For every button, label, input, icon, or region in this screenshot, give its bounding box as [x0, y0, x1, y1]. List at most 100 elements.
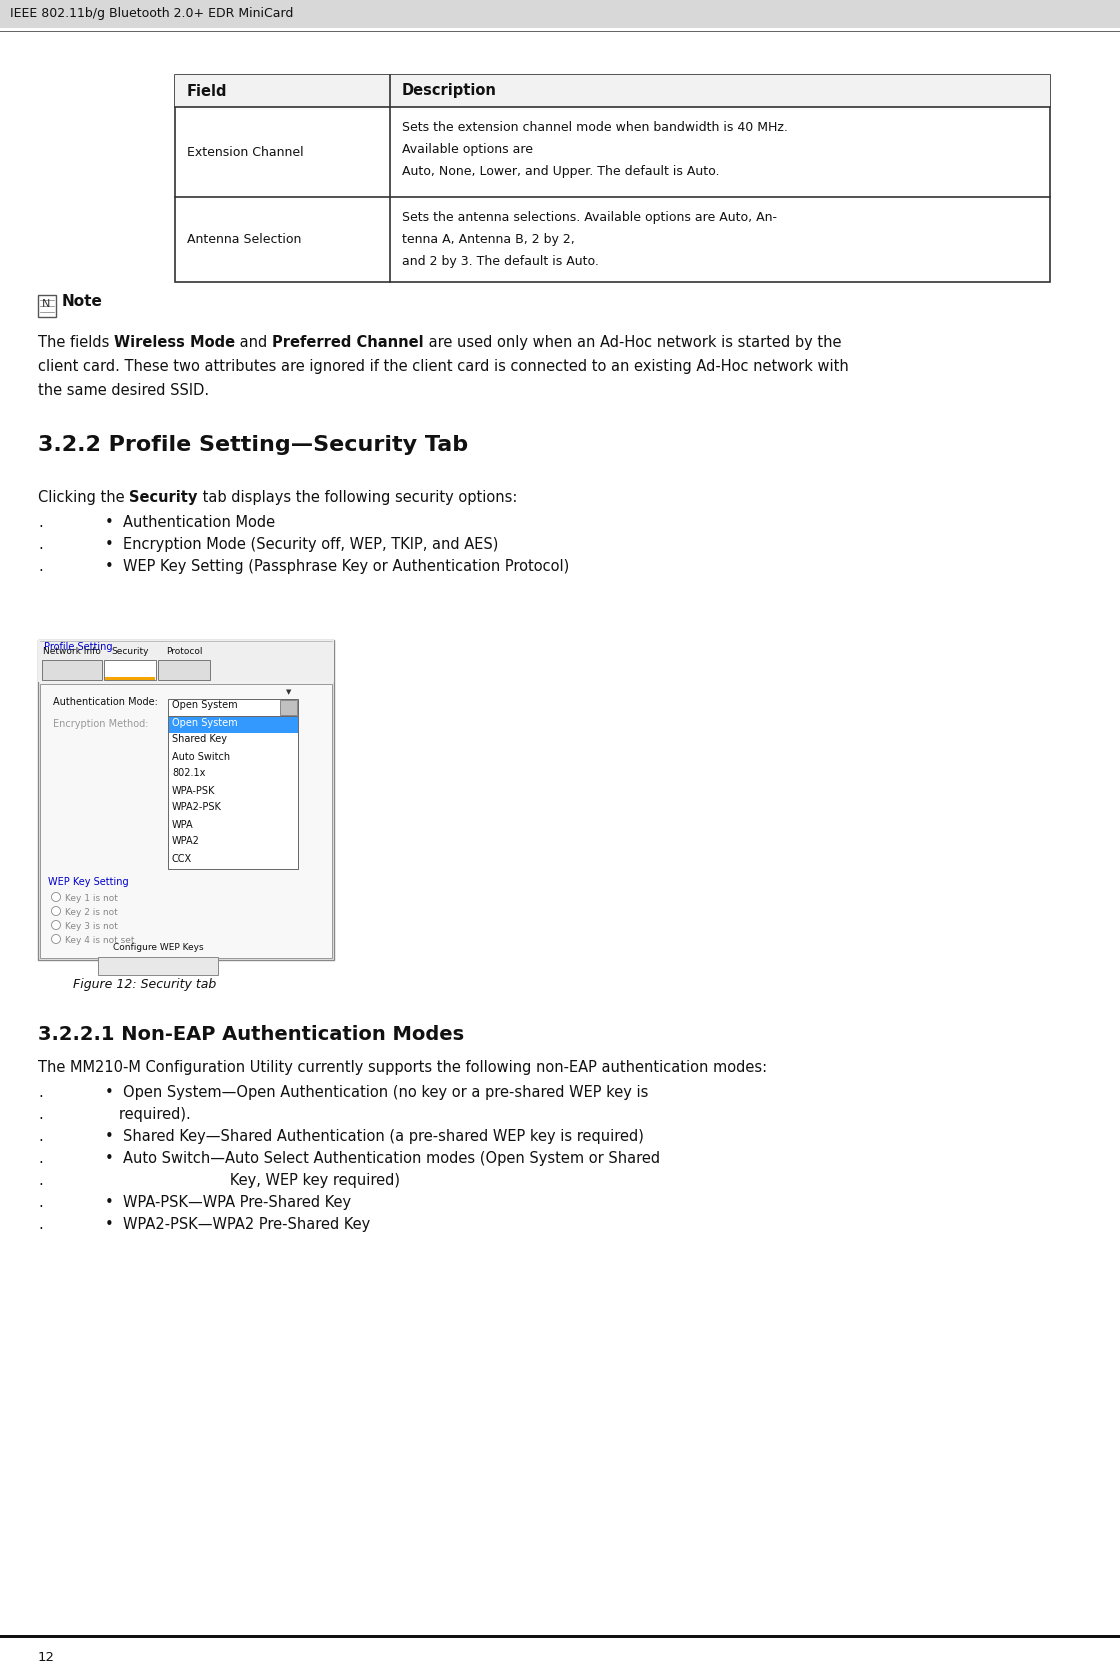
- Text: Open System: Open System: [172, 700, 237, 710]
- Text: Security: Security: [111, 647, 149, 655]
- Bar: [38, 640, 334, 961]
- Text: tenna A, Antenna B, 2 by 2,: tenna A, Antenna B, 2 by 2,: [402, 233, 575, 246]
- Circle shape: [52, 921, 60, 929]
- Text: •  Open System—Open Authentication (no key or a pre-shared WEP key is: • Open System—Open Authentication (no ke…: [105, 1085, 648, 1100]
- Text: The MM210-M Configuration Utility currently supports the following non-EAP authe: The MM210-M Configuration Utility curren…: [38, 1060, 767, 1075]
- Text: Configure WEP Keys: Configure WEP Keys: [113, 944, 204, 952]
- Text: .: .: [38, 1217, 43, 1232]
- Circle shape: [52, 934, 60, 944]
- Text: Clicking the: Clicking the: [38, 490, 129, 505]
- Bar: [175, 75, 1051, 283]
- Text: Key, WEP key required): Key, WEP key required): [105, 1173, 400, 1188]
- Bar: [168, 716, 298, 869]
- Text: Sets the antenna selections. Available options are Auto, An-: Sets the antenna selections. Available o…: [402, 211, 777, 224]
- Text: WPA2-PSK: WPA2-PSK: [172, 803, 222, 813]
- Text: Open System: Open System: [172, 718, 237, 728]
- Text: 12: 12: [38, 1650, 55, 1662]
- Text: ▼: ▼: [287, 690, 291, 695]
- Text: Key 2 is not: Key 2 is not: [65, 907, 118, 917]
- Text: CCX: CCX: [172, 854, 193, 864]
- Text: .: .: [38, 515, 43, 530]
- Bar: [105, 676, 155, 680]
- Text: Antenna Selection: Antenna Selection: [187, 233, 301, 246]
- Text: Key 3 is not: Key 3 is not: [65, 922, 118, 931]
- Text: Extension Channel: Extension Channel: [187, 146, 304, 158]
- Text: required).: required).: [105, 1107, 190, 1122]
- Text: Profile Setting: Profile Setting: [44, 642, 112, 652]
- Text: .: .: [38, 1107, 43, 1122]
- Bar: [0, 23, 1120, 28]
- Text: WPA-PSK: WPA-PSK: [172, 786, 215, 796]
- Text: Shared Key: Shared Key: [172, 735, 227, 745]
- Bar: [104, 660, 156, 680]
- Text: •  Auto Switch—Auto Select Authentication modes (Open System or Shared: • Auto Switch—Auto Select Authentication…: [105, 1152, 660, 1167]
- Text: .: .: [38, 1085, 43, 1100]
- Text: the same desired SSID.: the same desired SSID.: [38, 382, 209, 397]
- Text: •  Encryption Mode (Security off, WEP, TKIP, and AES): • Encryption Mode (Security off, WEP, TK…: [105, 537, 498, 552]
- Bar: [0, 0, 1120, 28]
- Bar: [168, 818, 298, 834]
- Bar: [168, 716, 298, 733]
- Bar: [0, 1635, 1120, 1639]
- Text: WPA2: WPA2: [172, 836, 199, 846]
- Bar: [40, 685, 332, 957]
- Bar: [168, 853, 298, 869]
- Text: •  WEP Key Setting (Passphrase Key or Authentication Protocol): • WEP Key Setting (Passphrase Key or Aut…: [105, 558, 569, 573]
- Text: .: .: [38, 1128, 43, 1143]
- Bar: [280, 700, 297, 715]
- Text: Network Info: Network Info: [43, 647, 101, 655]
- Text: •  WPA-PSK—WPA Pre-Shared Key: • WPA-PSK—WPA Pre-Shared Key: [105, 1195, 352, 1210]
- Text: .: .: [38, 1152, 43, 1167]
- Bar: [158, 660, 211, 680]
- Text: WEP Key Setting: WEP Key Setting: [48, 878, 129, 888]
- Bar: [38, 660, 334, 681]
- Bar: [168, 768, 298, 783]
- Bar: [168, 751, 298, 766]
- Text: tab displays the following security options:: tab displays the following security opti…: [197, 490, 517, 505]
- Text: Description: Description: [402, 83, 497, 98]
- Bar: [99, 957, 218, 976]
- Text: Key 4 is not set: Key 4 is not set: [65, 936, 134, 946]
- Text: .: .: [38, 1195, 43, 1210]
- Text: and: and: [235, 336, 272, 351]
- Text: Note: Note: [62, 294, 103, 309]
- Text: Security: Security: [129, 490, 197, 505]
- Text: •  Shared Key—Shared Authentication (a pre-shared WEP key is required): • Shared Key—Shared Authentication (a pr…: [105, 1128, 644, 1143]
- Text: Figure 12: Security tab: Figure 12: Security tab: [73, 977, 216, 991]
- Text: Protocol: Protocol: [166, 647, 203, 655]
- Text: WPA: WPA: [172, 819, 194, 829]
- Text: Preferred Channel: Preferred Channel: [272, 336, 423, 351]
- Text: Wireless Mode: Wireless Mode: [114, 336, 235, 351]
- Circle shape: [52, 906, 60, 916]
- Text: N: N: [43, 299, 50, 309]
- Text: 3.2.2.1 Non-EAP Authentication Modes: 3.2.2.1 Non-EAP Authentication Modes: [38, 1025, 464, 1044]
- Bar: [43, 660, 102, 680]
- Text: 802.1x: 802.1x: [172, 768, 205, 778]
- Text: Key 1 is not: Key 1 is not: [65, 894, 118, 902]
- Text: .: .: [38, 537, 43, 552]
- Text: .: .: [38, 558, 43, 573]
- Bar: [38, 640, 334, 660]
- Bar: [168, 700, 298, 716]
- Bar: [175, 75, 1051, 106]
- Text: The fields: The fields: [38, 336, 114, 351]
- Bar: [168, 801, 298, 818]
- Text: .: .: [38, 1173, 43, 1188]
- Text: Encryption Method:: Encryption Method:: [53, 720, 149, 730]
- Text: •  WPA2-PSK—WPA2 Pre-Shared Key: • WPA2-PSK—WPA2 Pre-Shared Key: [105, 1217, 371, 1232]
- Text: client card. These two attributes are ignored if the client card is connected to: client card. These two attributes are ig…: [38, 359, 849, 374]
- Circle shape: [52, 892, 60, 901]
- Bar: [168, 836, 298, 851]
- Text: Auto Switch: Auto Switch: [172, 751, 230, 761]
- Text: are used only when an Ad-Hoc network is started by the: are used only when an Ad-Hoc network is …: [423, 336, 841, 351]
- Text: Auto, None, Lower, and Upper. The default is Auto.: Auto, None, Lower, and Upper. The defaul…: [402, 165, 719, 178]
- Text: 3.2.2 Profile Setting—Security Tab: 3.2.2 Profile Setting—Security Tab: [38, 435, 468, 455]
- Text: IEEE 802.11b/g Bluetooth 2.0+ EDR MiniCard: IEEE 802.11b/g Bluetooth 2.0+ EDR MiniCa…: [10, 8, 293, 20]
- Text: Available options are: Available options are: [402, 143, 533, 156]
- Bar: [38, 294, 56, 317]
- Bar: [168, 733, 298, 750]
- Text: •  Authentication Mode: • Authentication Mode: [105, 515, 276, 530]
- Text: and 2 by 3. The default is Auto.: and 2 by 3. The default is Auto.: [402, 254, 599, 268]
- Text: Sets the extension channel mode when bandwidth is 40 MHz.: Sets the extension channel mode when ban…: [402, 121, 787, 135]
- Text: Authentication Mode:: Authentication Mode:: [53, 696, 158, 706]
